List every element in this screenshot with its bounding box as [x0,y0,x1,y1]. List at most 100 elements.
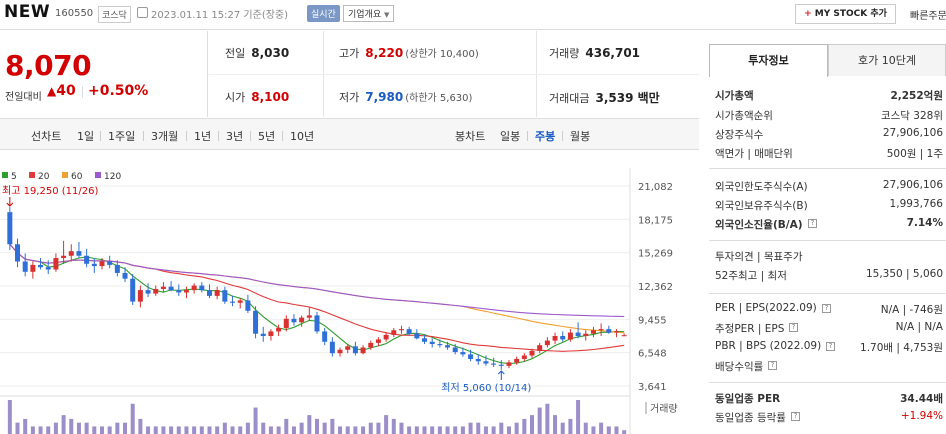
volume-bar [184,426,189,434]
info-value: 15,350 | 5,060 [865,268,943,280]
candle-body [160,286,166,289]
company-info-dropdown[interactable]: 기업개요 ▼ [343,5,395,22]
volume-bar [215,426,220,434]
volume-bar [422,426,427,434]
candle [352,341,358,356]
candle-daily[interactable]: 일봉 [500,130,521,143]
candle-body [483,361,489,364]
volume-bar [568,418,573,434]
help-icon[interactable]: ? [822,304,831,313]
candle-body [375,339,381,343]
candle [506,360,512,369]
divider [82,86,83,98]
candle-body [406,329,412,334]
period-1d[interactable]: 1일 [77,130,95,143]
volume-bar [276,426,281,434]
candle [452,344,458,355]
y-tick-label: 9,455 [638,315,667,326]
up-arrow-icon: ▲ [47,84,57,98]
candle [329,337,335,357]
candle-monthly[interactable]: 월봉 [570,130,591,143]
volume-bar [476,422,481,434]
candle-body [506,362,512,366]
quote-label: 거래대금 [549,92,590,105]
period-1y[interactable]: 1년 [194,130,212,143]
help-icon[interactable]: ? [789,323,798,332]
period-10y[interactable]: 10년 [290,130,315,143]
candle [537,342,543,354]
candle-body [45,267,51,270]
volume-bar [207,426,212,434]
divider [562,131,563,141]
panel-tabs: 투자정보 호가 10단계 [709,44,946,77]
volume-bar [606,426,611,434]
period-3y[interactable]: 3년 [226,130,244,143]
volume-bar [69,418,74,434]
volume-bar [414,426,419,434]
tab-investment-info[interactable]: 투자정보 [709,44,828,77]
quote-label: 전일 [225,47,246,60]
candle [191,283,197,294]
volume-bar [176,426,181,434]
candle-weekly[interactable]: 주봉 [535,130,556,143]
help-icon[interactable]: ? [826,342,835,351]
candle [560,331,566,342]
info-label: PBR | BPS (2022.09) [715,340,822,352]
line-chart-label: 선차트 [31,130,62,143]
quote-label: 거래량 [549,47,580,60]
y-tick-label: 12,362 [638,282,673,293]
volume-bar [138,418,143,434]
candle [137,285,143,308]
volume-bar [291,426,296,434]
arrow-down-icon [6,197,14,207]
volume-bar [545,403,550,434]
candle-body [529,350,535,356]
candle-body [360,347,366,354]
candle [214,286,220,300]
volume-bar [553,415,558,434]
candle [7,207,13,251]
candle [107,255,113,269]
volume-bar [622,430,627,434]
info-value: 2,252억원 [890,90,943,102]
market-badge: 코스닥 [98,6,131,23]
period-5y[interactable]: 5년 [258,130,276,143]
info-label: 액면가 | 매매단위 [715,148,793,160]
tab-orderbook[interactable]: 호가 10단계 [828,44,946,76]
info-value: 27,906,106 [882,127,943,139]
divider [709,382,946,383]
volume-bar [514,422,519,434]
quote-turnover: 거래대금 3,539 백만 [549,89,660,106]
quote-volume: 거래량 436,701 [549,45,640,61]
legend-label: 20 [38,172,50,182]
candle-body [391,330,397,335]
change-percent: +0.50% [88,83,149,99]
volume-bar [576,400,581,434]
candle [130,274,136,306]
volume-bar [284,418,289,434]
period-1w[interactable]: 1주일 [108,130,136,143]
quote-value: 8,030 [251,46,290,60]
candle [621,333,627,337]
candle [360,345,366,355]
volume-bar [468,422,473,434]
add-mystock-button[interactable]: + MY STOCK 추가 [795,4,896,24]
realtime-button[interactable]: 실시간 [307,5,340,22]
candle-body [206,290,212,296]
volume-bar [238,426,243,434]
info-value: 27,906,106 [882,179,943,191]
help-icon[interactable]: ? [791,412,800,421]
info-label: 외국인한도주식수(A) [715,181,808,193]
period-3m[interactable]: 3개월 [151,130,179,143]
candle-body [314,315,320,332]
candle [460,347,466,357]
help-icon[interactable]: ? [808,219,817,228]
quick-order-link[interactable]: 빠른주문 [910,11,946,22]
volume-bar [322,422,327,434]
help-icon[interactable]: ? [768,361,777,370]
candle [160,282,166,293]
price-chart[interactable]: 21,082 18,175 15,269 12,362 9,455 6,548 3,641 5… [0,168,699,434]
candle-body [38,264,44,268]
info-value: +1.94% [900,410,943,422]
change-label: 전일대비 [5,92,42,103]
